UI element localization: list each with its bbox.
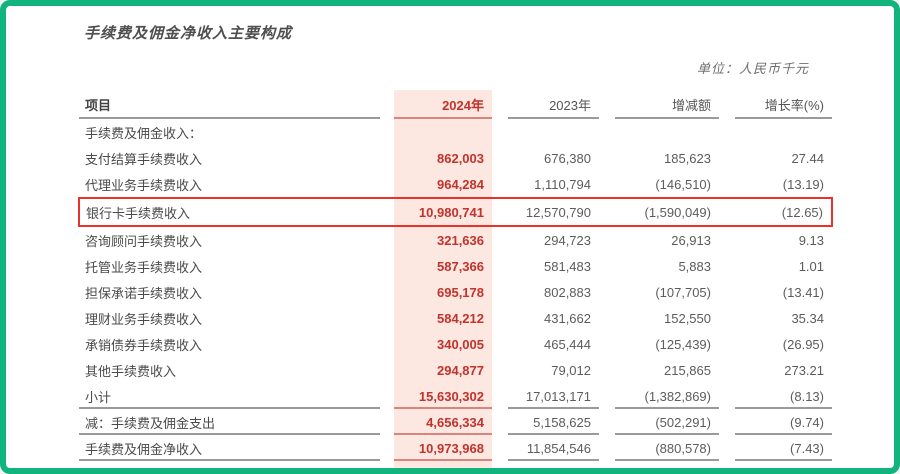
cell-change: (107,705) (655, 284, 711, 300)
table-row-deduction: 减：手续费及佣金支出 4,656,334 5,158,625 (502,291)… (79, 409, 832, 435)
table-row-section: 手续费及佣金收入： (79, 119, 832, 145)
cell-2023 (492, 119, 599, 145)
cell-rate: 27.44 (791, 150, 824, 166)
fee-income-table: 项目 2024年 2023年 增减额 增长率(%) 手续费及佣金收入： 支付结算… (78, 90, 833, 468)
cell-rate: (9.74) (719, 409, 832, 435)
table-row: 其他手续费收入 294,877 79,012 215,865 273.21 (79, 357, 832, 383)
cell-2024: 695,178 (394, 279, 492, 305)
cell-rate: (13.41) (782, 284, 824, 300)
highlight-box-row: 银行卡手续费收入 10,980,741 12,570,790 (1,590,04… (78, 197, 833, 227)
cell-2023: 802,883 (544, 284, 591, 300)
table-row: 托管业务手续费收入 587,366 581,483 5,883 1.01 (79, 253, 832, 279)
cell-2023: 1,110,794 (534, 176, 591, 192)
cell-2023: 294,723 (544, 232, 591, 248)
pink-band-tail (394, 461, 492, 468)
row-label: 减：手续费及佣金支出 (79, 409, 394, 435)
cell-2023: 465,444 (544, 336, 591, 352)
cell-2024: 321,636 (394, 226, 492, 253)
cell-rate: (26.95) (782, 336, 824, 352)
cell-change: (146,510) (655, 176, 711, 192)
row-label: 手续费及佣金收入： (85, 125, 203, 141)
cell-rate: (7.43) (719, 435, 832, 461)
cell-2023: 581,483 (544, 258, 591, 274)
table-row: 支付结算手续费收入 862,003 676,380 185,623 27.44 (79, 145, 832, 171)
table-row: 咨询顾问手续费收入 321,636 294,723 26,913 9.13 (79, 226, 832, 253)
cell-2024: 10,980,741 (394, 197, 492, 227)
cell-change: (125,439) (655, 336, 711, 352)
row-label: 银行卡手续费收入 (78, 197, 394, 227)
cell-change: (1,590,049) (599, 197, 719, 227)
cell-2024: 862,003 (394, 145, 492, 171)
cell-change: (880,578) (599, 435, 719, 461)
cell-2024: 4,656,334 (394, 409, 492, 435)
cell-rate: 273.21 (784, 362, 824, 378)
cell-rate: 1.01 (798, 258, 824, 274)
cell-2024: 340,005 (394, 331, 492, 357)
cell-rate: 35.34 (791, 310, 824, 326)
table-header-row: 项目 2024年 2023年 增减额 增长率(%) (79, 90, 832, 119)
cell-2024: 10,973,968 (394, 435, 492, 461)
column-header-rate: 增长率(%) (719, 90, 832, 119)
cell-rate: (13.19) (782, 176, 824, 192)
column-header-change: 增减额 (599, 90, 719, 119)
cell-2023: 12,570,790 (492, 197, 599, 227)
table-row: 承销债券手续费收入 340,005 465,444 (125,439) (26.… (79, 331, 832, 357)
cell-rate (719, 119, 832, 145)
cell-2023: 17,013,171 (492, 383, 599, 409)
row-label: 小计 (79, 383, 394, 409)
cell-change: (502,291) (599, 409, 719, 435)
table-row: 代理业务手续费收入 964,284 1,110,794 (146,510) (1… (79, 171, 832, 198)
cell-2023: 676,380 (544, 150, 591, 166)
cell-change: 185,623 (664, 150, 711, 166)
row-label: 代理业务手续费收入 (85, 177, 203, 193)
table-row-net-total: 手续费及佣金净收入 10,973,968 11,854,546 (880,578… (79, 435, 832, 461)
pink-column-tail (79, 461, 832, 468)
column-header-2024: 2024年 (394, 90, 492, 119)
cell-2024: 964,284 (394, 171, 492, 198)
cell-change: 5,883 (678, 258, 711, 274)
cell-2024: 587,366 (394, 253, 492, 279)
row-label: 手续费及佣金净收入 (79, 435, 394, 461)
table-row: 理财业务手续费收入 584,212 431,662 152,550 35.34 (79, 305, 832, 331)
cell-2024 (394, 119, 492, 145)
row-label: 其他手续费收入 (85, 363, 177, 379)
row-label: 担保承诺手续费收入 (85, 285, 203, 301)
row-label: 托管业务手续费收入 (85, 259, 203, 275)
cell-rate: 9.13 (798, 232, 824, 248)
row-label: 咨询顾问手续费收入 (85, 233, 203, 249)
cell-2023: 431,662 (544, 310, 591, 326)
row-label: 承销债券手续费收入 (85, 337, 203, 353)
cell-change: 152,550 (664, 310, 711, 326)
cell-2023: 11,854,546 (492, 435, 599, 461)
cell-2024: 15,630,302 (394, 383, 492, 409)
column-header-2023: 2023年 (492, 90, 599, 119)
column-header-item: 项目 (79, 90, 394, 119)
cell-rate: (12.65) (719, 197, 833, 227)
cell-2023: 5,158,625 (492, 409, 599, 435)
cell-change: 215,865 (664, 362, 711, 378)
cell-2023: 79,012 (551, 362, 591, 378)
page-title: 手续费及佣金净收入主要构成 (84, 25, 293, 42)
cell-2024: 584,212 (394, 305, 492, 331)
cell-change (599, 119, 719, 145)
cell-2024: 294,877 (394, 357, 492, 383)
cell-rate: (8.13) (719, 383, 832, 409)
table-row-subtotal: 小计 15,630,302 17,013,171 (1,382,869) (8.… (79, 383, 832, 409)
row-label: 理财业务手续费收入 (85, 311, 203, 327)
table-row: 担保承诺手续费收入 695,178 802,883 (107,705) (13.… (79, 279, 832, 305)
unit-note: 单位：人民币千元 (696, 61, 809, 76)
cell-change: 26,913 (671, 232, 711, 248)
cell-change: (1,382,869) (599, 383, 719, 409)
row-label: 支付结算手续费收入 (85, 151, 203, 167)
